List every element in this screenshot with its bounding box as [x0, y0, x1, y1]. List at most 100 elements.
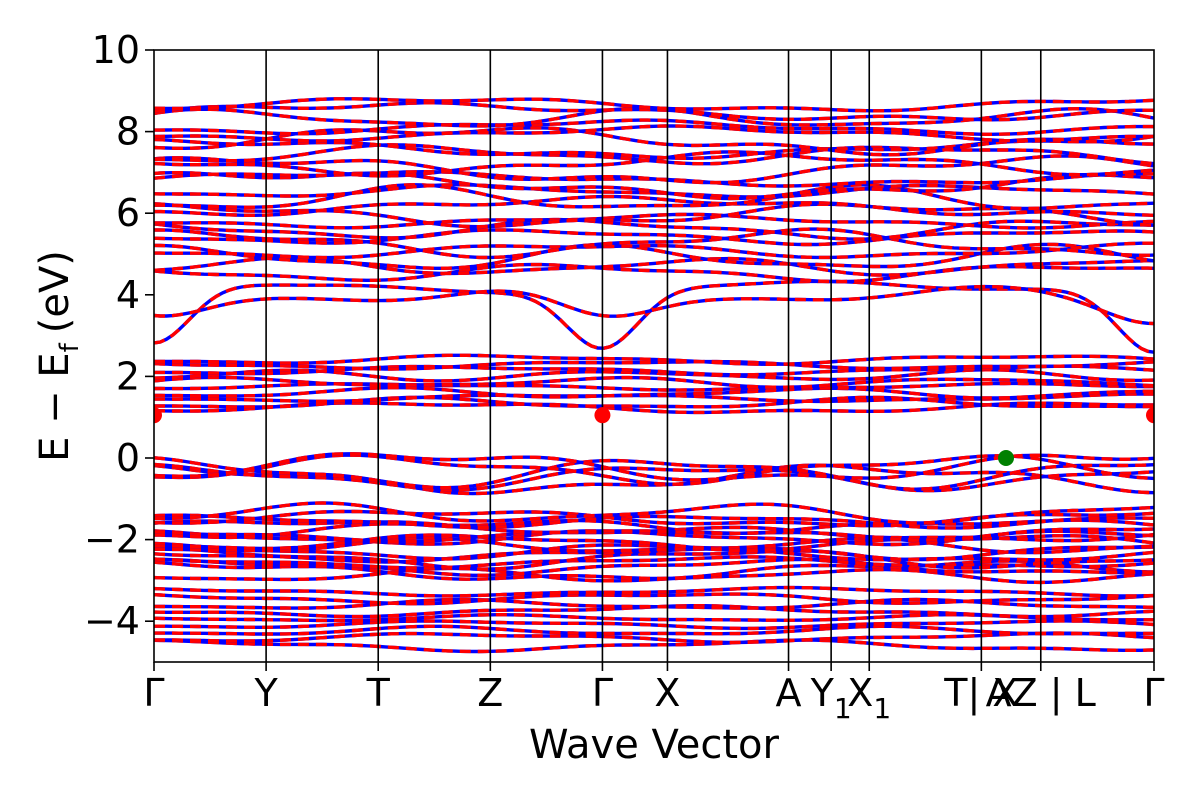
x-tick-label-main: X	[654, 671, 680, 715]
x-tick-label-main: Γ	[592, 671, 613, 715]
band-conduction-high-spin-down	[154, 217, 1154, 241]
marker-cbm	[594, 407, 611, 424]
x-tick-label-main: Y	[810, 671, 835, 715]
band-conduction-high-spin-down	[154, 194, 1154, 218]
band-conduction-dispersive-spin-down	[154, 284, 1154, 326]
band-conduction-high-spin-down	[154, 101, 1154, 122]
y-tick-label: 10	[92, 28, 140, 72]
y-tick-label: 8	[116, 110, 140, 154]
band-valence-mid-spin-down	[154, 566, 1154, 585]
x-tick-label-sub: 1	[873, 692, 891, 725]
band-conduction-low-spin-down	[154, 375, 1154, 390]
y-tick-label: 2	[116, 354, 140, 398]
x-tick-label: Z	[477, 671, 503, 715]
x-tick-label-main: T| X	[943, 671, 1018, 716]
x-tick-label: Γ	[592, 671, 613, 715]
band-conduction-high-spin-down	[154, 150, 1154, 178]
band-conduction-high-spin-down	[154, 169, 1154, 188]
y-axis-ticks: −4 −2 0 2 4 6 8 10	[84, 28, 154, 643]
x-tick-label: T| X	[943, 671, 1018, 716]
band-valence-mid-spin-down	[154, 547, 1154, 571]
x-tick-label: X1	[847, 671, 891, 725]
band-valence-mid-spin-down	[154, 518, 1154, 542]
extrema-markers	[154, 407, 1154, 466]
band-valence-deep-spin-down	[154, 631, 1154, 645]
marker-cbm	[154, 407, 162, 424]
band-valence-mid-spin-down	[154, 536, 1154, 555]
band-valence-mid-spin-down	[154, 513, 1154, 530]
band-valence-top-spin-down	[154, 456, 1154, 491]
band-conduction-high-spin-down	[154, 242, 1154, 270]
band-valence-deep-spin-down	[154, 604, 1154, 619]
band-conduction-low-spin-down	[154, 359, 1154, 371]
x-tick-label: X	[654, 671, 680, 715]
band-conduction-high-spin-down	[154, 124, 1154, 143]
kpoint-vertical-lines	[265, 50, 1042, 662]
band-valence-mid-spin-down	[154, 501, 1154, 525]
band-conduction-low-spin-down	[154, 364, 1154, 377]
band-valence-mid-spin-down	[154, 518, 1154, 536]
marker-vbm	[998, 450, 1015, 466]
band-lines	[154, 97, 1154, 654]
x-tick-label-main: Y	[253, 671, 278, 715]
y-tick-label: 6	[116, 191, 140, 235]
y-axis-title: E − Ef (eV)	[32, 250, 85, 462]
y-tick-label: −2	[84, 518, 140, 562]
x-tick-label-main: X	[847, 671, 873, 715]
plot-frame	[153, 49, 1155, 663]
y-axis-title-unit: (eV)	[32, 250, 78, 333]
band-valence-deep-spin-down	[154, 624, 1154, 636]
x-tick-label: Γ	[143, 671, 164, 715]
band-conduction-high-spin-down	[154, 118, 1154, 137]
x-tick-label-main: AZ | L	[986, 671, 1096, 716]
y-tick-label: 4	[116, 273, 140, 317]
band-valence-top-spin-down	[154, 462, 1154, 493]
band-conduction-high-spin-down	[154, 228, 1154, 247]
y-axis-title-main: E − E	[32, 352, 78, 462]
x-tick-label: Y	[253, 671, 278, 715]
x-tick-label: Y1	[810, 671, 852, 725]
band-conduction-high-spin-down	[154, 227, 1154, 260]
band-conduction-high-spin-down	[154, 143, 1154, 166]
band-conduction-low-spin-down	[154, 353, 1154, 366]
x-tick-label-main: Γ	[143, 671, 164, 715]
x-tick-label-sub: 1	[834, 692, 852, 725]
band-valence-deep-spin-down	[154, 638, 1154, 654]
band-valence-mid-spin-down	[154, 547, 1154, 564]
band-valence-mid-spin-down	[154, 541, 1154, 562]
band-conduction-high-spin-down	[154, 97, 1154, 113]
x-tick-label-main: T	[366, 671, 391, 715]
band-conduction-low-spin-down	[154, 385, 1154, 400]
band-valence-mid-spin-down	[154, 525, 1154, 544]
x-tick-label-main: Z	[477, 671, 503, 715]
band-conduction-high-spin-down	[154, 106, 1154, 128]
x-tick-label: A	[776, 671, 802, 715]
band-valence-top-spin-down	[154, 452, 1154, 482]
band-conduction-high-spin-down	[154, 183, 1154, 211]
x-axis-title: Wave Vector	[529, 722, 780, 768]
x-tick-label: T	[366, 671, 391, 715]
x-tick-label: Γ	[1143, 671, 1164, 715]
marker-cbm	[1146, 407, 1154, 424]
band-conduction-low-spin-down	[154, 395, 1154, 409]
x-tick-label-main: A	[776, 671, 802, 715]
y-tick-label: 0	[116, 436, 140, 480]
band-conduction-high-spin-down	[154, 241, 1154, 260]
y-axis-title-sub: f	[55, 342, 85, 352]
band-valence-deep-spin-down	[154, 585, 1154, 598]
x-tick-label: AZ | L	[986, 671, 1096, 716]
band-valence-mid-spin-down	[154, 555, 1154, 570]
band-valence-deep-spin-down	[154, 619, 1154, 631]
band-conduction-high-spin-down	[154, 212, 1154, 230]
y-axis-title-group: E − Ef (eV)	[32, 250, 85, 462]
band-valence-deep-spin-down	[154, 597, 1154, 610]
x-tick-label-main: Γ	[1143, 671, 1164, 715]
band-conduction-high-spin-down	[154, 154, 1154, 185]
y-tick-label: −4	[84, 599, 140, 643]
band-valence-mid-spin-down	[154, 557, 1154, 577]
band-conduction-high-spin-down	[154, 126, 1154, 157]
band-conduction-dispersive-spin-down	[154, 279, 1154, 354]
band-valence-deep-spin-down	[154, 592, 1154, 606]
